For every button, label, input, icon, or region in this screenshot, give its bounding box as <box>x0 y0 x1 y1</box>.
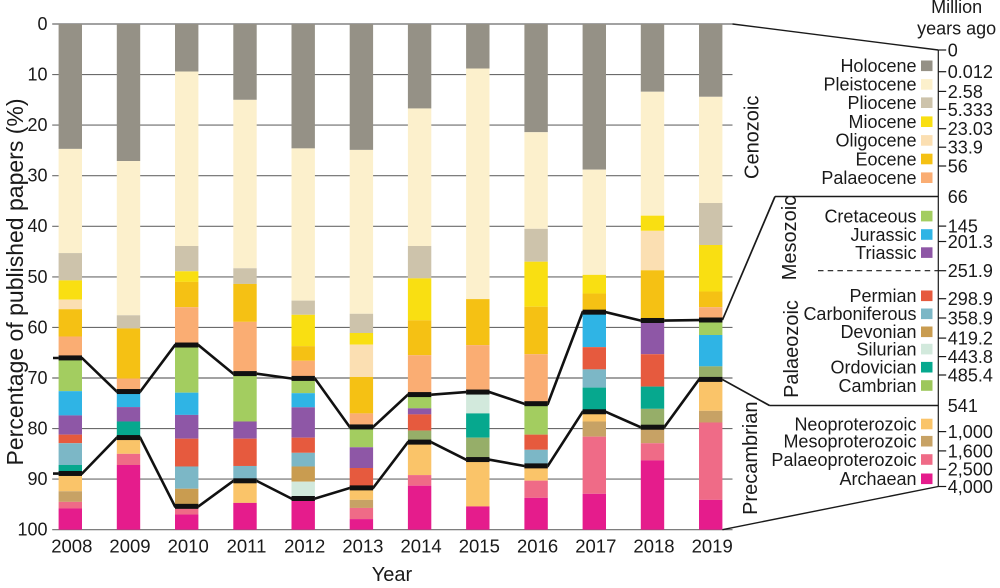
svg-text:443.8: 443.8 <box>948 347 993 367</box>
svg-text:Ordovician: Ordovician <box>830 358 916 378</box>
svg-text:30: 30 <box>27 166 47 186</box>
svg-text:4,000: 4,000 <box>948 477 993 497</box>
svg-text:2,500: 2,500 <box>948 460 993 480</box>
svg-text:10: 10 <box>27 65 47 85</box>
svg-text:Devonian: Devonian <box>840 322 916 342</box>
svg-text:0: 0 <box>37 14 47 34</box>
svg-text:Holocene: Holocene <box>840 56 916 76</box>
svg-text:2013: 2013 <box>342 536 383 557</box>
svg-text:Pleistocene: Pleistocene <box>823 75 916 95</box>
svg-text:1,000: 1,000 <box>948 422 993 442</box>
svg-text:Pliocene: Pliocene <box>847 93 916 113</box>
svg-text:2014: 2014 <box>401 536 442 557</box>
svg-text:1,600: 1,600 <box>948 441 993 461</box>
svg-text:33.9: 33.9 <box>948 138 983 158</box>
svg-text:20: 20 <box>27 115 47 135</box>
svg-text:485.4: 485.4 <box>948 365 993 385</box>
svg-text:145: 145 <box>948 217 978 237</box>
svg-text:0: 0 <box>948 40 958 60</box>
svg-text:40: 40 <box>27 216 47 236</box>
svg-text:2010: 2010 <box>168 536 209 557</box>
svg-text:years ago: years ago <box>917 19 996 39</box>
svg-text:358.9: 358.9 <box>948 308 993 328</box>
svg-text:Jurassic: Jurassic <box>850 225 916 245</box>
svg-text:2019: 2019 <box>692 536 733 557</box>
svg-text:541: 541 <box>948 396 978 416</box>
svg-text:100: 100 <box>17 520 47 540</box>
svg-text:419.2: 419.2 <box>948 329 993 349</box>
svg-text:0.012: 0.012 <box>948 62 993 82</box>
svg-text:Palaeoproterozoic: Palaeoproterozoic <box>771 450 916 470</box>
svg-text:Million: Million <box>931 0 982 17</box>
svg-text:Neoproterozoic: Neoproterozoic <box>794 414 916 434</box>
svg-text:Precambrian: Precambrian <box>740 402 762 515</box>
svg-text:2016: 2016 <box>517 536 558 557</box>
svg-text:90: 90 <box>27 469 47 489</box>
svg-text:50: 50 <box>27 267 47 287</box>
svg-text:60: 60 <box>27 317 47 337</box>
svg-text:Triassic: Triassic <box>855 243 916 263</box>
svg-text:66: 66 <box>948 187 968 207</box>
svg-text:Cambrian: Cambrian <box>838 376 916 396</box>
svg-text:201.3: 201.3 <box>948 232 993 252</box>
svg-text:298.9: 298.9 <box>948 289 993 309</box>
svg-text:Archaean: Archaean <box>839 469 916 489</box>
svg-text:Cenozoic: Cenozoic <box>742 96 764 179</box>
svg-text:Mesozoic: Mesozoic <box>779 196 801 280</box>
svg-text:80: 80 <box>27 419 47 439</box>
svg-text:251.9: 251.9 <box>948 261 993 281</box>
svg-text:Palaeocene: Palaeocene <box>821 168 916 188</box>
svg-text:Eocene: Eocene <box>855 149 916 169</box>
svg-text:2011: 2011 <box>227 536 267 557</box>
svg-text:Cretaceous: Cretaceous <box>824 206 916 226</box>
svg-text:Miocene: Miocene <box>848 112 916 132</box>
svg-text:Carboniferous: Carboniferous <box>803 304 916 324</box>
svg-text:Year: Year <box>372 564 413 583</box>
svg-text:2015: 2015 <box>459 536 500 557</box>
svg-text:56: 56 <box>948 156 968 176</box>
svg-text:70: 70 <box>27 368 47 388</box>
svg-text:Oligocene: Oligocene <box>835 131 916 151</box>
svg-text:2008: 2008 <box>51 536 92 557</box>
svg-text:5.333: 5.333 <box>948 100 993 120</box>
svg-text:Palaeozoic: Palaeozoic <box>781 300 803 398</box>
svg-text:2017: 2017 <box>575 536 616 557</box>
svg-text:Percentage of published papers: Percentage of published papers (%) <box>2 99 28 466</box>
svg-text:Silurian: Silurian <box>856 339 916 359</box>
svg-text:2018: 2018 <box>633 536 674 557</box>
svg-text:Permian: Permian <box>849 286 916 306</box>
svg-text:Mesoproterozoic: Mesoproterozoic <box>783 432 916 452</box>
svg-text:23.03: 23.03 <box>948 119 993 139</box>
svg-text:2009: 2009 <box>109 536 150 557</box>
svg-text:2.58: 2.58 <box>948 82 983 102</box>
svg-text:2012: 2012 <box>284 536 325 557</box>
